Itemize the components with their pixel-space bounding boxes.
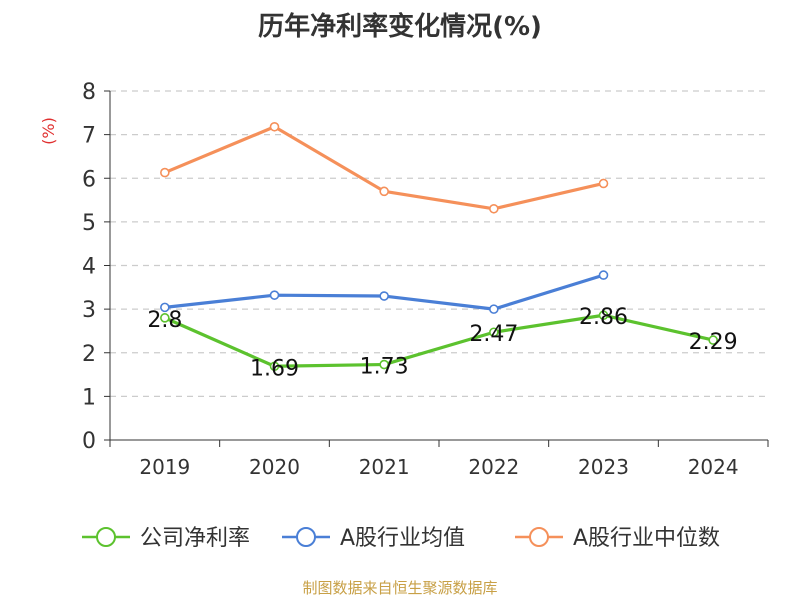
data-point: [379, 186, 389, 197]
legend-label: A股行业中位数: [573, 526, 720, 551]
series-line: [164, 313, 714, 368]
axes: 0 1 2 3 4 5 6 7 8 2019 2020 2021 2022 2023 2024 (%): [39, 80, 769, 479]
data-point: [379, 359, 389, 370]
data-point: [269, 121, 280, 132]
data-label: 2.86: [579, 305, 628, 330]
data-point: [598, 310, 609, 321]
y-tick-label: 8: [82, 80, 96, 105]
y-tick-label: 3: [82, 298, 96, 323]
data-point: [269, 290, 280, 300]
legend-marker: [96, 527, 116, 547]
y-axis-label: (%): [39, 117, 58, 145]
data-point: [598, 178, 609, 189]
legend-label: A股行业均值: [340, 526, 465, 551]
legend: 公司净利率 A股行业均值 A股行业中位数: [82, 526, 720, 551]
y-tick-label: 6: [82, 167, 96, 192]
data-point: [708, 335, 718, 345]
data-point: [379, 291, 389, 301]
data-point: [598, 270, 609, 280]
legend-marker: [529, 527, 549, 547]
data-point: [160, 167, 170, 178]
data-label: 2.47: [469, 322, 518, 347]
y-tick-label: 4: [82, 255, 96, 280]
chart-title: 历年净利率变化情况(%): [258, 12, 542, 42]
series-line: [164, 125, 604, 211]
data-labels: 2.8 1.69 1.73 2.47 2.86 2.29: [147, 305, 737, 381]
data-point: [160, 313, 170, 323]
y-tick-label: 1: [82, 385, 96, 410]
x-tick-label: 2021: [359, 455, 410, 479]
data-point: [269, 361, 280, 372]
y-tick-label: 2: [82, 342, 96, 367]
series-lines: [160, 121, 718, 372]
x-tick-label: 2019: [139, 455, 190, 479]
data-point: [489, 304, 499, 314]
data-label: 1.69: [250, 356, 299, 381]
y-tick-label: 0: [82, 429, 96, 454]
y-tick-label: 5: [82, 211, 96, 236]
data-label: 2.29: [689, 330, 738, 355]
source-note: 制图数据来自恒生聚源数据库: [302, 579, 498, 597]
x-tick-label: 2020: [249, 455, 300, 479]
data-point: [160, 302, 170, 313]
data-label: 2.8: [147, 308, 182, 333]
data-point: [489, 203, 499, 214]
legend-label: 公司净利率: [140, 526, 250, 551]
x-tick-label: 2023: [578, 455, 629, 479]
gridlines: [110, 90, 768, 397]
data-label: 1.73: [360, 355, 409, 380]
x-tick-label: 2024: [688, 455, 739, 479]
data-point: [489, 327, 499, 338]
y-tick-label: 7: [82, 124, 96, 149]
legend-marker: [296, 527, 316, 547]
x-tick-label: 2022: [468, 455, 519, 479]
